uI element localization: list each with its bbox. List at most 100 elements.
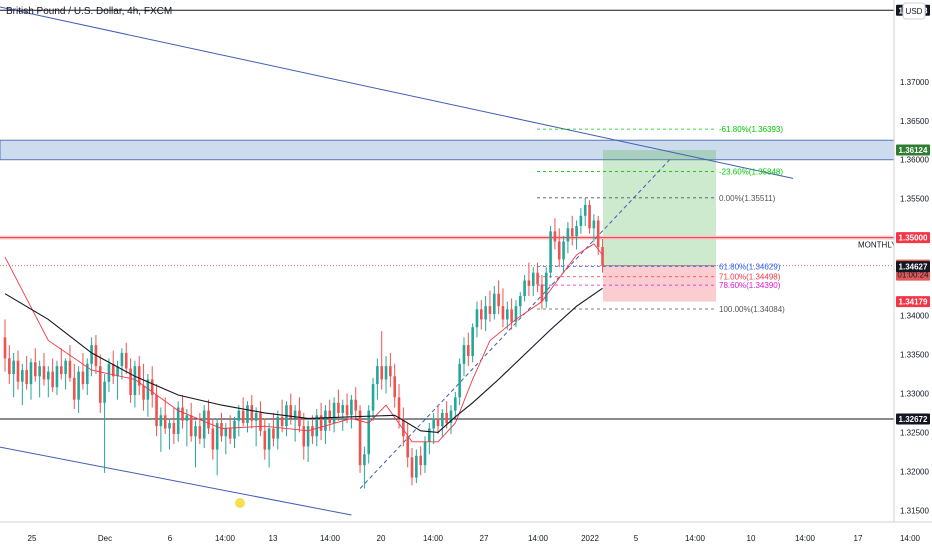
time-tick-label: 14:00 <box>215 534 236 543</box>
candle-body <box>72 377 76 400</box>
candle-body <box>224 428 228 437</box>
candle-body <box>341 405 345 413</box>
candle-body <box>202 410 206 439</box>
fib-level-label: 78.60%(1.34390) <box>719 281 781 290</box>
candle-body <box>207 410 210 429</box>
candle-body <box>350 399 353 416</box>
candle-body <box>272 428 275 439</box>
candle-body <box>536 272 539 285</box>
candle-body <box>3 337 7 359</box>
fib-level-label: 100.00%(1.34084) <box>719 305 785 314</box>
candles-layer <box>3 197 604 489</box>
candle-body <box>397 397 401 419</box>
candle-body <box>211 428 215 450</box>
candle-body <box>116 366 119 377</box>
candle-body <box>159 415 163 427</box>
monthly-level-label: MONTHLY <box>858 241 897 250</box>
candle-body <box>220 423 223 437</box>
candle-body <box>215 423 219 450</box>
time-tick-label: 14:00 <box>795 534 816 543</box>
candle-body <box>155 395 158 427</box>
candle-body <box>384 366 388 380</box>
candle-body <box>98 366 102 403</box>
candle-body <box>319 415 323 431</box>
candle-body <box>246 405 249 424</box>
candle-body <box>393 376 396 398</box>
price-tick-label: 1.33000 <box>900 389 929 398</box>
candle-body <box>467 345 470 357</box>
candle-body <box>142 385 145 400</box>
time-axis[interactable]: 25 Dec 6 14:00 13 14:00 20 14:00 27 14:00 2022 5 14:… <box>28 534 921 543</box>
candle-body <box>8 358 11 374</box>
candle-body <box>527 280 531 286</box>
candle-body <box>332 402 336 424</box>
candle-body <box>263 430 267 450</box>
candle-body <box>514 306 518 322</box>
candle-body <box>90 345 93 364</box>
candle-body <box>596 220 600 247</box>
countdown-label: 01:00:24 <box>897 271 929 280</box>
price-tick-label: 1.32000 <box>900 467 929 476</box>
upper-channel <box>0 6 794 179</box>
candle-body <box>306 426 310 447</box>
currency-label: USD <box>906 7 923 16</box>
price-tag-label: 1.34179 <box>899 298 928 307</box>
candle-body <box>475 309 479 328</box>
candle-body <box>510 309 513 322</box>
time-tick-label: 14:00 <box>528 534 549 543</box>
price-tag <box>896 413 930 425</box>
candle-body <box>25 370 28 385</box>
currency-badge[interactable] <box>902 2 926 20</box>
candle-body <box>540 284 544 302</box>
candle-body <box>124 352 128 369</box>
time-tick-label: 10 <box>747 534 756 543</box>
candle-body <box>181 407 184 421</box>
time-tick-label: 17 <box>854 534 863 543</box>
zones-layer <box>0 139 895 302</box>
candle-body <box>189 415 193 437</box>
candle-body <box>428 428 431 442</box>
candle-body <box>566 228 570 242</box>
candle-body <box>380 366 384 380</box>
time-tick-label: 13 <box>269 534 278 543</box>
candle-body <box>77 371 80 400</box>
candle-body <box>150 379 154 396</box>
time-tick-label: 2022 <box>581 534 599 543</box>
candle-body <box>601 246 604 266</box>
fib-level-label: -23.60%(1.35848) <box>719 168 783 177</box>
price-tag <box>896 296 930 308</box>
candle-body <box>445 412 448 424</box>
candle-body <box>488 306 492 314</box>
candle-body <box>280 416 284 427</box>
candle-body <box>267 428 271 450</box>
candle-body <box>423 441 427 466</box>
fib-level-label: -61.80%(1.36393) <box>719 125 783 134</box>
candle-body <box>462 345 466 364</box>
candle-body <box>129 368 132 396</box>
candle-body <box>168 423 171 429</box>
candle-body <box>64 360 67 374</box>
candle-body <box>583 204 587 216</box>
candle-body <box>492 293 496 314</box>
price-tick-label: 1.36500 <box>900 117 929 126</box>
candle-body <box>518 296 522 307</box>
chart-title: British Pound / U.S. Dollar, 4h, FXCM <box>6 6 172 17</box>
candle-body <box>570 228 574 237</box>
candle-body <box>376 366 379 385</box>
candle-body <box>419 455 422 466</box>
price-tag-label: 1.34627 <box>899 263 928 272</box>
time-tick-label: 14:00 <box>423 534 444 543</box>
price-tick-label: 1.32500 <box>900 428 929 437</box>
candle-body <box>237 410 241 421</box>
candle-body <box>137 366 141 386</box>
price-tag-label: 1.35000 <box>899 234 928 243</box>
time-tick-label: Dec <box>98 534 112 543</box>
candle-body <box>458 363 461 398</box>
candle-body <box>575 225 578 237</box>
candle-body <box>562 241 565 260</box>
event-marker[interactable] <box>235 498 245 508</box>
candle-body <box>588 204 591 229</box>
candle-body <box>484 306 487 320</box>
